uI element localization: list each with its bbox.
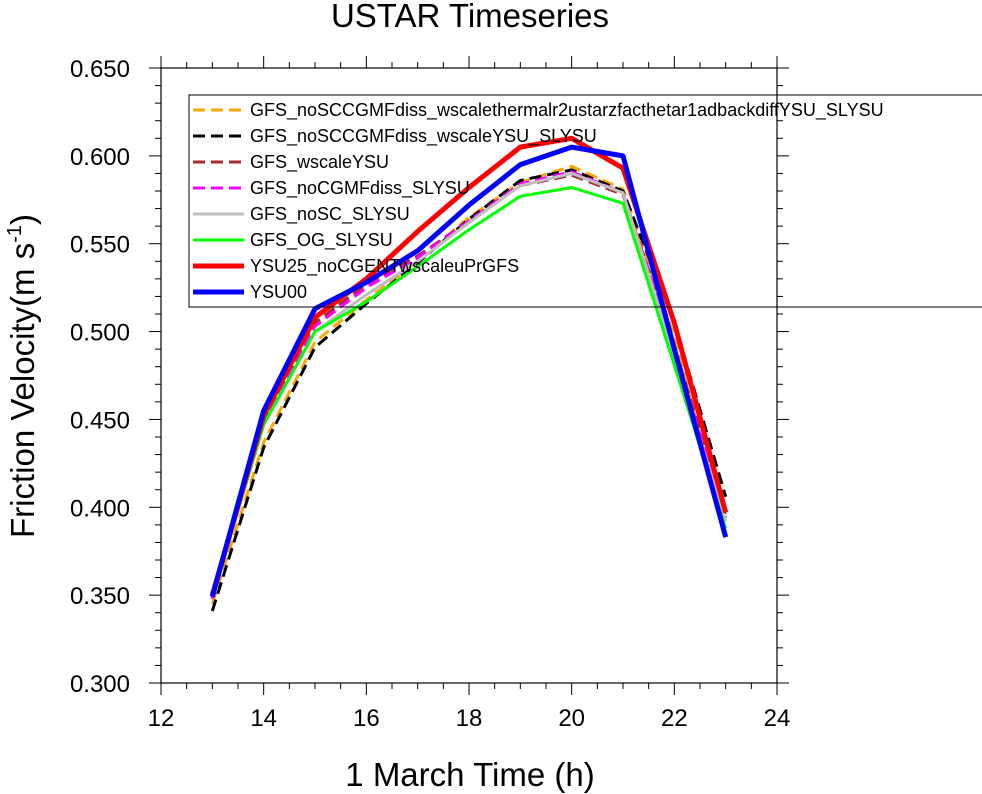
series-line-8 [209, 144, 729, 598]
x-axis-label: 1 March Time (h) [345, 756, 594, 793]
y-tick-label: 0.350 [70, 583, 130, 610]
series-line-2 [210, 168, 728, 612]
axis-ticks: 12 14 16 18 20 22 24 0.300 0.350 0.400 0.450 0.500 0… [70, 56, 790, 732]
y-axis-label-main: Friction Velocity(m s [4, 243, 41, 538]
legend-label-1: GFS_noSCCGMFdiss_wscalethermalr2ustarzfa… [250, 100, 884, 121]
legend-label-6: GFS_OG_SLYSU [250, 230, 393, 251]
y-tick-label: 0.450 [70, 407, 130, 434]
y-tick-label: 0.550 [70, 232, 130, 259]
y-tick-label: 0.500 [70, 320, 130, 347]
legend-label-2: GFS_noSCCGMFdiss_wscaleYSU_SLYSU [250, 126, 597, 147]
y-axis-label-sup: -1 [4, 225, 26, 243]
series-line-6 [210, 186, 728, 596]
x-tick-label: 18 [456, 705, 483, 732]
chart-title: USTAR Timeseries [331, 0, 609, 34]
x-tick-label: 16 [353, 705, 380, 732]
legend-label-3: GFS_wscaleYSU [250, 152, 389, 173]
y-tick-label: 0.600 [70, 144, 130, 171]
x-tick-label: 20 [558, 705, 585, 732]
series-layer [209, 135, 729, 612]
legend-label-4: GFS_noCGMFdiss_SLYSU [250, 178, 470, 199]
y-axis-label-close: ) [4, 214, 41, 225]
y-axis-label: Friction Velocity(m s-1) [4, 214, 41, 538]
x-tick-label: 24 [764, 705, 791, 732]
legend-box [188, 94, 982, 308]
y-tick-label: 0.300 [70, 671, 130, 698]
y-tick-label: 0.650 [70, 56, 130, 83]
x-tick-label: 12 [148, 705, 175, 732]
legend: GFS_noSCCGMFdiss_wscalethermalr2ustarzfa… [188, 94, 982, 308]
y-tick-label: 0.400 [70, 495, 130, 522]
x-tick-label: 14 [250, 705, 277, 732]
legend-label-5: GFS_noSC_SLYSU [250, 204, 410, 225]
legend-label-7: YSU25_noCGENTwscaleuPrGFS [250, 256, 519, 277]
x-tick-label: 22 [661, 705, 688, 732]
legend-label-8: YSU00 [250, 282, 307, 302]
